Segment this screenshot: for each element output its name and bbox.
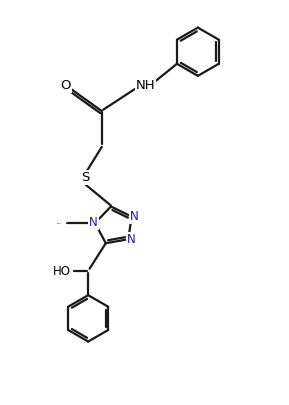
Text: methyl: methyl bbox=[64, 222, 69, 223]
Text: N: N bbox=[127, 233, 136, 246]
Text: O: O bbox=[60, 79, 71, 92]
Text: NH: NH bbox=[136, 79, 155, 92]
Text: N: N bbox=[89, 217, 98, 230]
Text: N: N bbox=[130, 210, 139, 223]
Text: S: S bbox=[81, 171, 89, 184]
Text: HO: HO bbox=[53, 264, 71, 277]
Text: methyl: methyl bbox=[57, 222, 62, 224]
